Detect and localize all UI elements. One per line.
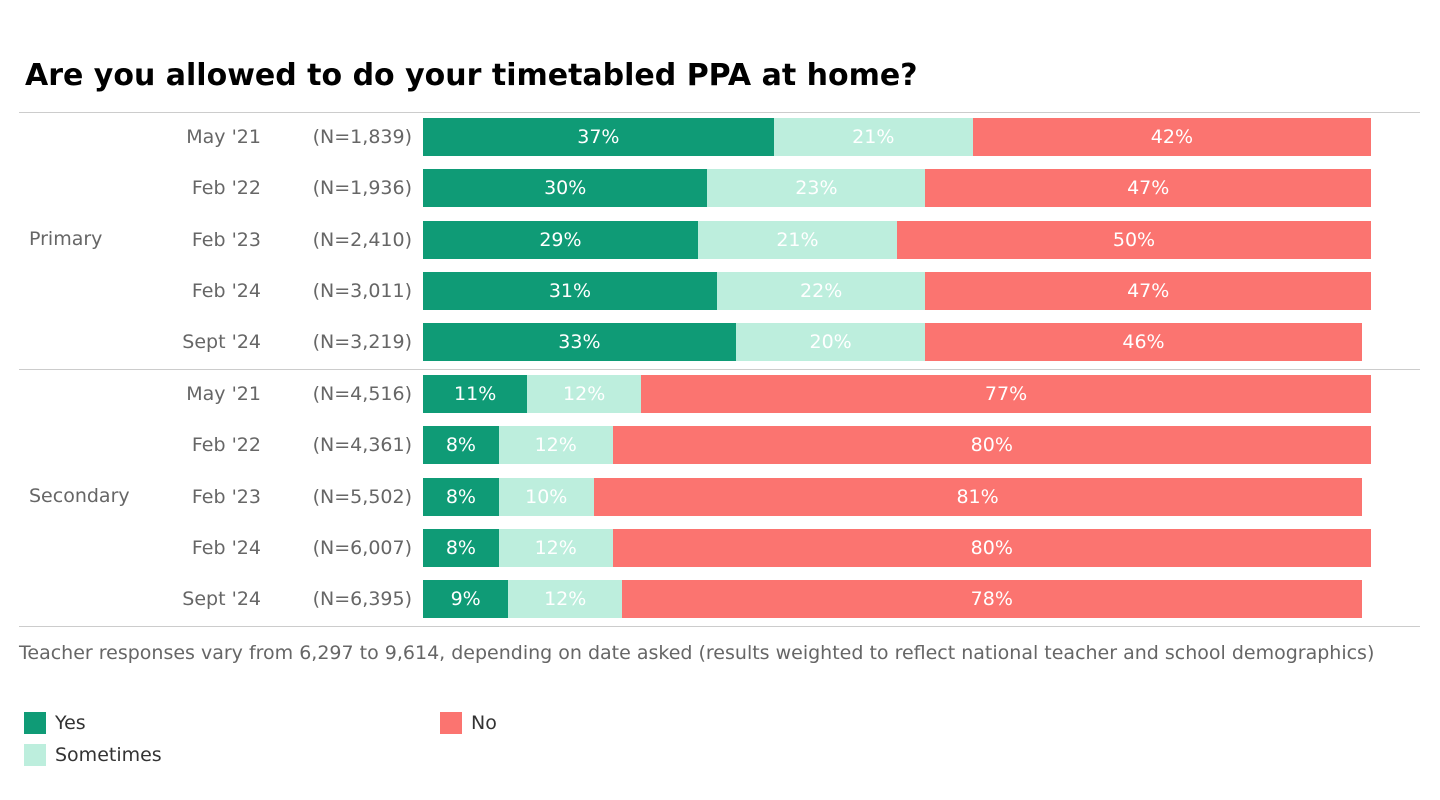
group-label: Secondary xyxy=(29,485,130,507)
bar-no: 47% xyxy=(925,271,1371,310)
legend-item-yes: Yes xyxy=(24,712,86,734)
bar-yes: 8% xyxy=(423,528,499,567)
row-n: (N=2,410) xyxy=(312,228,412,251)
bar-no: 42% xyxy=(972,118,1371,156)
row-date: Feb '22 xyxy=(191,177,261,200)
bar-no: 50% xyxy=(897,220,1371,259)
row-n: (N=3,011) xyxy=(312,279,412,302)
bar-sometimes: 12% xyxy=(508,580,623,619)
row-n: (N=5,502) xyxy=(312,485,412,508)
row-n: (N=6,007) xyxy=(312,536,412,559)
bar-no: 80% xyxy=(612,426,1371,465)
bar-sometimes: 12% xyxy=(498,426,613,465)
row-n: (N=1,936) xyxy=(312,177,412,200)
bar-sometimes: 12% xyxy=(498,528,613,567)
bar-sometimes: 23% xyxy=(707,169,926,208)
bar-no: 81% xyxy=(593,477,1362,516)
bar-yes: 33% xyxy=(423,323,736,362)
row-n: (N=1,839) xyxy=(312,126,412,148)
row-date: Feb '23 xyxy=(191,485,261,508)
legend-swatch-yes xyxy=(24,712,46,734)
row-n: (N=3,219) xyxy=(312,331,412,354)
bar-yes: 31% xyxy=(423,271,717,310)
legend-swatch-sometimes xyxy=(24,744,46,766)
legend-label: Yes xyxy=(55,712,86,734)
row-n: (N=4,516) xyxy=(312,383,412,405)
row-n: (N=6,395) xyxy=(312,588,412,611)
bar-yes: 11% xyxy=(423,375,528,413)
chart-note: Teacher responses vary from 6,297 to 9,6… xyxy=(19,642,1375,664)
row-date: Sept '24 xyxy=(182,331,261,354)
bar-sometimes: 21% xyxy=(773,118,973,156)
bar-no: 77% xyxy=(641,375,1371,413)
bar-yes: 29% xyxy=(423,220,698,259)
bar-sometimes: 10% xyxy=(498,477,594,516)
legend-swatch-no xyxy=(440,712,462,734)
row-date: Feb '22 xyxy=(191,434,261,457)
legend-label: No xyxy=(471,712,497,734)
row-n: (N=4,361) xyxy=(312,434,412,457)
group-label: Primary xyxy=(29,228,103,250)
bar-yes: 37% xyxy=(423,118,774,156)
bar-no: 47% xyxy=(925,169,1371,208)
row-date: Feb '24 xyxy=(191,536,261,559)
bar-sometimes: 12% xyxy=(527,375,642,413)
row-date: Sept '24 xyxy=(182,588,261,611)
legend-item-sometimes: Sometimes xyxy=(24,744,162,766)
bar-no: 80% xyxy=(612,528,1371,567)
bar-no: 78% xyxy=(622,580,1362,619)
separator xyxy=(19,369,1420,370)
chart-title: Are you allowed to do your timetabled PP… xyxy=(25,58,918,93)
bar-sometimes: 20% xyxy=(735,323,926,362)
bar-yes: 30% xyxy=(423,169,708,208)
row-date: May '21 xyxy=(186,126,261,148)
legend-item-no: No xyxy=(440,712,497,734)
row-date: Feb '24 xyxy=(191,279,261,302)
row-date: Feb '23 xyxy=(191,228,261,251)
bar-yes: 8% xyxy=(423,426,499,465)
bar-sometimes: 21% xyxy=(697,220,897,259)
legend-label: Sometimes xyxy=(55,744,162,766)
bar-sometimes: 22% xyxy=(716,271,926,310)
bar-yes: 8% xyxy=(423,477,499,516)
separator xyxy=(19,112,1420,113)
bar-yes: 9% xyxy=(423,580,509,619)
bar-no: 46% xyxy=(925,323,1362,362)
row-date: May '21 xyxy=(186,383,261,405)
separator xyxy=(19,626,1420,627)
